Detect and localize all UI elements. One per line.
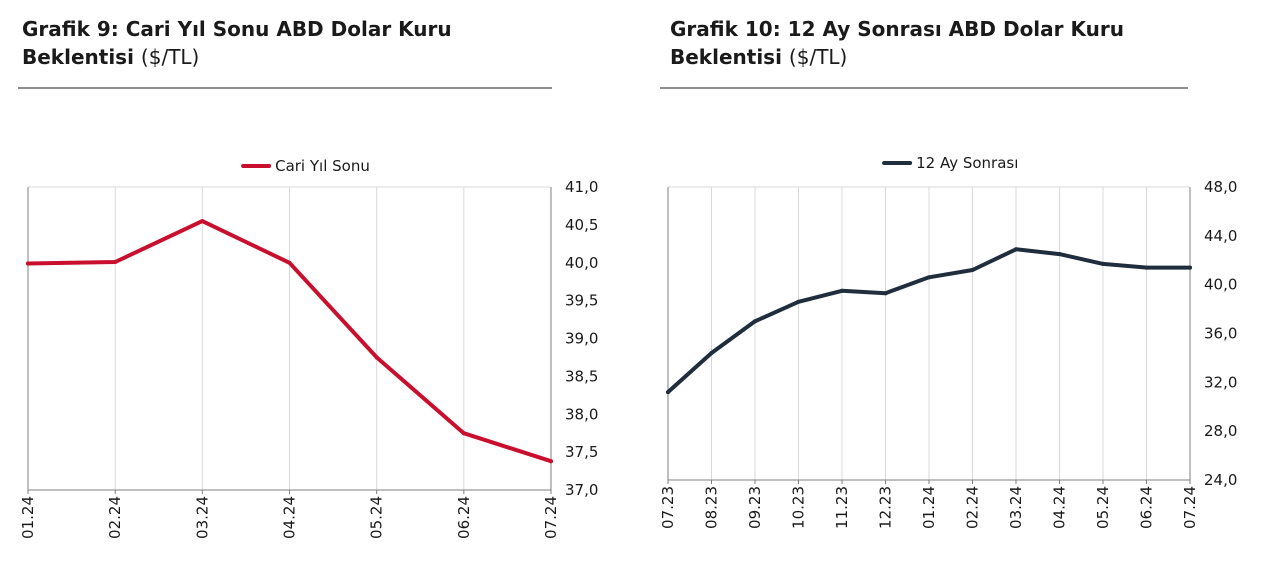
x-tick-label: 03.24: [193, 496, 211, 539]
data-point: [709, 351, 714, 356]
x-tick-label: 03.24: [1007, 486, 1025, 529]
data-point: [461, 431, 466, 436]
y-tick-label: 40,5: [565, 216, 598, 234]
y-tick-label: 48,0: [1204, 178, 1237, 196]
y-tick-label: 40,0: [565, 254, 598, 272]
x-tick-label: 04.24: [281, 496, 299, 539]
x-tick-label: 07.23: [659, 486, 677, 529]
y-tick-label: 38,0: [565, 405, 598, 423]
y-tick-label: 28,0: [1204, 422, 1237, 440]
data-point: [666, 390, 670, 395]
x-tick-label: 01.24: [920, 486, 938, 529]
x-tick-label: 06.24: [455, 496, 473, 539]
data-point: [796, 299, 801, 304]
chart-1-title: Grafik 9: Cari Yıl Sonu ABD Dolar Kuru B…: [22, 15, 552, 71]
chart-1-title-main: Grafik 9: Cari Yıl Sonu ABD Dolar Kuru B…: [22, 17, 452, 69]
data-point: [200, 219, 205, 224]
data-point: [549, 459, 553, 464]
y-tick-label: 32,0: [1204, 373, 1237, 391]
x-tick-label: 04.24: [1051, 486, 1069, 529]
x-tick-label: 06.24: [1138, 486, 1156, 529]
chart-1-plot: 01.24 02.24 03.24 04.24 05.24 06.24 07.24 41,0 4…: [19, 157, 598, 539]
y-tick-label: 37,0: [565, 481, 598, 499]
x-tick-label: 09.23: [746, 486, 764, 529]
x-tick-label: 05.24: [368, 496, 386, 539]
data-point: [113, 259, 118, 264]
x-tick-label: 07.24: [542, 496, 560, 539]
chart-1-title-unit: ($/TL): [140, 45, 200, 69]
data-point: [26, 261, 30, 266]
data-point: [1101, 261, 1105, 266]
data-point: [1014, 247, 1018, 252]
x-tick-label: 12.23: [877, 486, 895, 529]
legend-label: Cari Yıl Sonu: [275, 157, 370, 175]
data-point: [374, 355, 379, 360]
data-point: [1188, 265, 1192, 270]
x-tick-label: 05.24: [1094, 486, 1112, 529]
chart-2-title-main: Grafik 10: 12 Ay Sonrası ABD Dolar Kuru …: [670, 17, 1124, 69]
x-tick-label: 08.23: [703, 486, 721, 529]
chart-2-plot: 07.23 08.23 09.23 10.23 11.23 12.23 01.24 02.24…: [659, 154, 1237, 529]
legend-label: 12 Ay Sonrası: [916, 154, 1018, 172]
data-point: [1057, 252, 1062, 257]
x-tick-label: 02.24: [964, 486, 982, 529]
y-tick-label: 40,0: [1204, 276, 1237, 294]
chart-2-title: Grafik 10: 12 Ay Sonrası ABD Dolar Kuru …: [670, 15, 1190, 71]
chart-1-title-rule: [18, 87, 552, 89]
y-tick-label: 39,5: [565, 292, 598, 310]
y-tick-label: 38,5: [565, 367, 598, 385]
y-tick-label: 41,0: [565, 178, 598, 196]
x-tick-label: 07.24: [1181, 486, 1199, 529]
data-point: [883, 291, 888, 296]
x-tick-label: 02.24: [106, 496, 124, 539]
data-point: [1144, 265, 1149, 270]
y-tick-label: 37,5: [565, 443, 598, 461]
data-point: [927, 275, 931, 280]
data-point: [970, 268, 975, 273]
x-tick-label: 01.24: [19, 496, 37, 539]
data-point: [287, 260, 292, 265]
y-tick-label: 39,0: [565, 330, 598, 348]
y-tick-label: 44,0: [1204, 227, 1237, 245]
chart-2-title-unit: ($/TL): [788, 45, 848, 69]
chart-2-title-rule: [660, 87, 1188, 89]
data-point: [753, 319, 757, 324]
y-tick-label: 36,0: [1204, 325, 1237, 343]
x-tick-label: 10.23: [790, 486, 808, 529]
data-point: [840, 288, 844, 293]
x-tick-label: 11.23: [833, 486, 851, 529]
y-tick-label: 24,0: [1204, 471, 1237, 489]
